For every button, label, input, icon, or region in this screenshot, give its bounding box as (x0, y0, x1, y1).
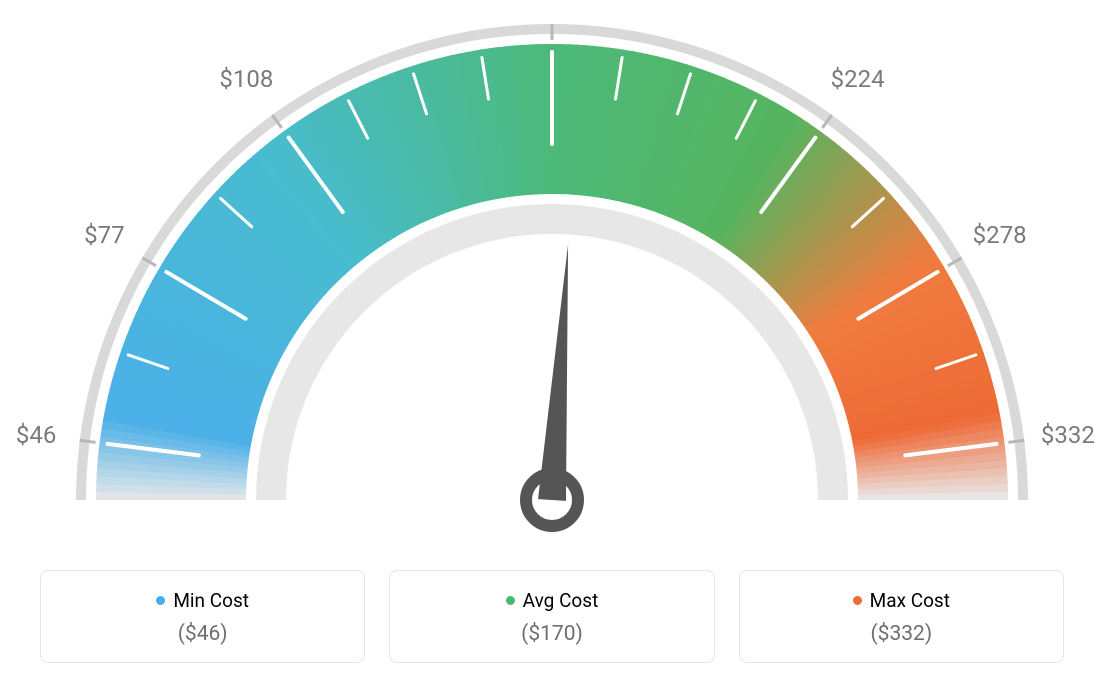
legend-min-value: ($46) (51, 622, 354, 646)
legend-avg-text: Avg Cost (523, 589, 599, 612)
cost-gauge: $46$77$108$170$224$278$332 (0, 0, 1104, 560)
gauge-tick-label: $46 (16, 421, 56, 449)
legend-max-text: Max Cost (870, 589, 950, 612)
gauge-tick-label: $108 (219, 65, 273, 93)
gauge-tick-label: $224 (831, 65, 885, 93)
legend-avg-label: Avg Cost (506, 589, 599, 612)
legend-max-card: Max Cost ($332) (739, 570, 1064, 663)
legend-avg-card: Avg Cost ($170) (389, 570, 714, 663)
legend-max-dot (853, 596, 862, 605)
legend-max-value: ($332) (750, 622, 1053, 646)
legend-avg-dot (506, 596, 515, 605)
legend-avg-value: ($170) (400, 622, 703, 646)
gauge-tick-label: $77 (84, 221, 124, 249)
legend-min-label: Min Cost (156, 589, 249, 612)
gauge-tick-label: $278 (973, 221, 1027, 249)
legend-min-dot (156, 596, 165, 605)
legend-min-text: Min Cost (173, 589, 249, 612)
gauge-tick-label: $332 (1041, 421, 1095, 449)
legend-row: Min Cost ($46) Avg Cost ($170) Max Cost … (0, 570, 1104, 663)
legend-min-card: Min Cost ($46) (40, 570, 365, 663)
gauge-svg (0, 0, 1104, 560)
legend-max-label: Max Cost (853, 589, 950, 612)
